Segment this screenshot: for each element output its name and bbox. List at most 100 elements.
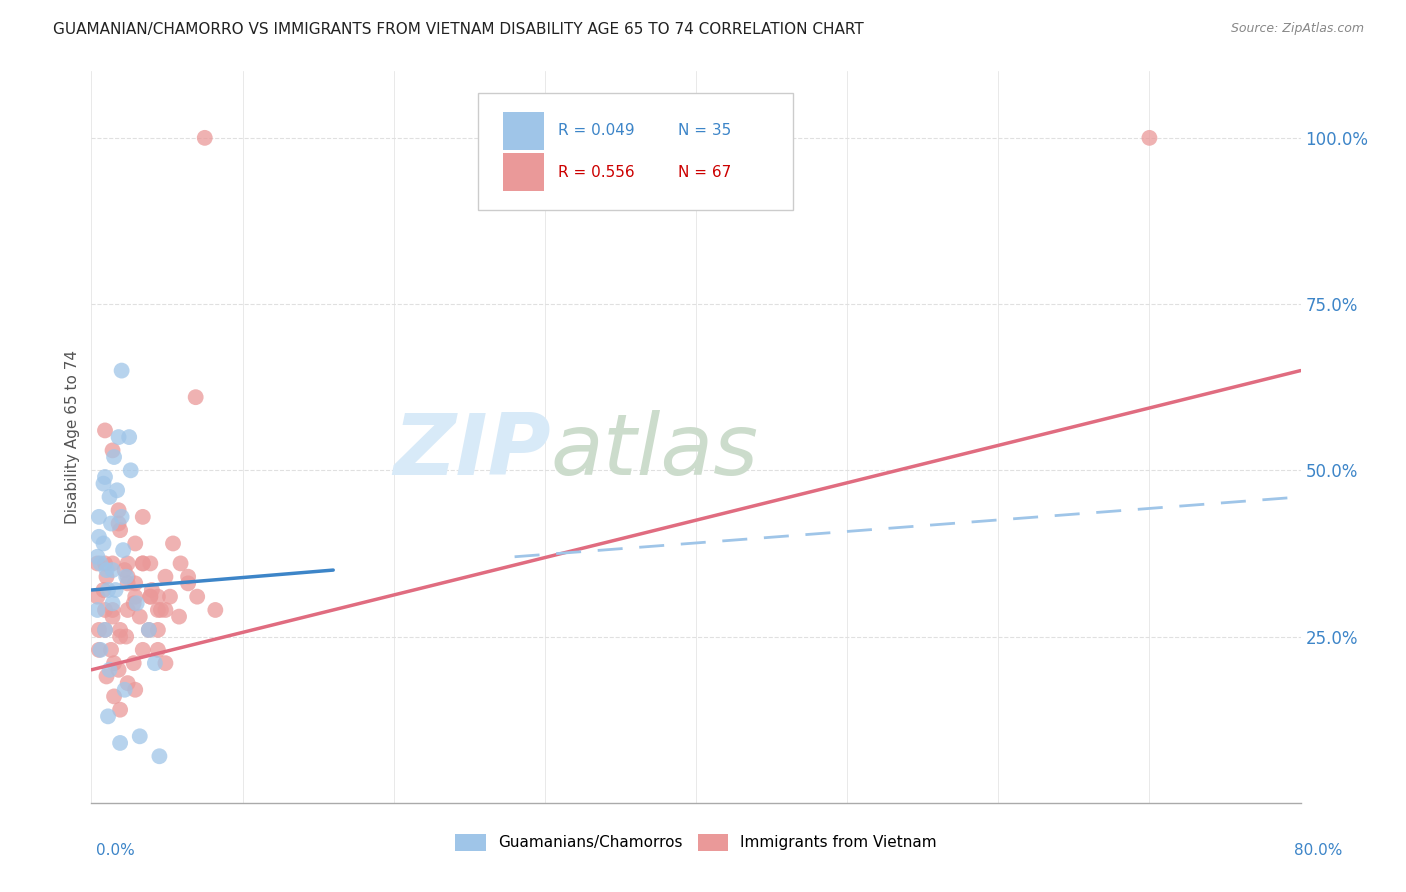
Point — [149, 603, 172, 617]
Point — [101, 603, 124, 617]
Text: Source: ZipAtlas.com: Source: ZipAtlas.com — [1230, 22, 1364, 36]
Point — [97, 582, 120, 597]
Point — [139, 590, 162, 604]
Text: R = 0.556: R = 0.556 — [558, 165, 634, 180]
Point — [96, 570, 118, 584]
Point — [124, 682, 146, 697]
Point — [117, 576, 139, 591]
Point — [100, 516, 122, 531]
Point — [115, 570, 138, 584]
Point — [89, 557, 111, 571]
FancyBboxPatch shape — [502, 112, 544, 150]
Point — [132, 557, 155, 571]
Point — [87, 509, 110, 524]
FancyBboxPatch shape — [478, 94, 793, 211]
Point — [89, 643, 111, 657]
Point — [108, 630, 131, 644]
Text: ZIP: ZIP — [394, 410, 551, 493]
Point — [167, 609, 190, 624]
Point — [1139, 131, 1161, 145]
Point — [100, 643, 122, 657]
Point — [86, 549, 108, 564]
Point — [120, 463, 142, 477]
Point — [111, 363, 132, 377]
FancyBboxPatch shape — [502, 153, 544, 191]
Point — [122, 596, 145, 610]
Point — [103, 450, 125, 464]
Point — [96, 669, 118, 683]
Point — [139, 590, 162, 604]
Point — [103, 690, 125, 704]
Point — [105, 483, 128, 498]
Point — [107, 503, 129, 517]
Point — [155, 603, 177, 617]
Point — [177, 576, 200, 591]
Point — [87, 643, 110, 657]
Point — [138, 623, 160, 637]
Point — [124, 536, 146, 550]
Point — [186, 590, 208, 604]
Point — [86, 557, 108, 571]
Point — [101, 557, 124, 571]
Point — [204, 603, 226, 617]
Point — [148, 749, 170, 764]
Point — [128, 609, 150, 624]
Point — [108, 703, 131, 717]
Point — [108, 736, 131, 750]
Text: N = 67: N = 67 — [678, 165, 731, 180]
Point — [87, 530, 110, 544]
Point — [118, 430, 141, 444]
Point — [93, 582, 115, 597]
Text: 0.0%: 0.0% — [96, 843, 135, 858]
Point — [108, 523, 131, 537]
Point — [115, 630, 138, 644]
Point — [143, 656, 166, 670]
Text: GUAMANIAN/CHAMORRO VS IMMIGRANTS FROM VIETNAM DISABILITY AGE 65 TO 74 CORRELATIO: GUAMANIAN/CHAMORRO VS IMMIGRANTS FROM VI… — [53, 22, 865, 37]
Point — [155, 656, 177, 670]
Point — [128, 729, 150, 743]
Text: atlas: atlas — [551, 410, 759, 493]
Point — [107, 663, 129, 677]
Point — [138, 623, 160, 637]
Point — [107, 430, 129, 444]
Point — [96, 563, 118, 577]
Point — [184, 390, 207, 404]
Point — [93, 536, 115, 550]
Point — [101, 596, 124, 610]
Point — [114, 563, 136, 577]
Point — [94, 424, 117, 438]
Point — [98, 663, 121, 677]
Point — [141, 582, 163, 597]
Point — [101, 609, 124, 624]
Point — [162, 536, 184, 550]
Point — [86, 590, 108, 604]
Point — [86, 603, 108, 617]
Point — [117, 570, 139, 584]
Point — [117, 676, 139, 690]
Point — [93, 476, 115, 491]
Point — [132, 643, 155, 657]
Point — [159, 590, 181, 604]
Text: R = 0.049: R = 0.049 — [558, 123, 634, 138]
Point — [114, 682, 136, 697]
Point — [124, 590, 146, 604]
Point — [117, 557, 139, 571]
Point — [155, 570, 177, 584]
Point — [112, 543, 135, 558]
Point — [146, 603, 169, 617]
Point — [194, 131, 217, 145]
Point — [101, 443, 124, 458]
Point — [98, 490, 121, 504]
Point — [146, 643, 169, 657]
Point — [108, 623, 131, 637]
Point — [87, 623, 110, 637]
Point — [104, 582, 127, 597]
Text: 80.0%: 80.0% — [1295, 843, 1343, 858]
Legend: Guamanians/Chamorros, Immigrants from Vietnam: Guamanians/Chamorros, Immigrants from Vi… — [449, 828, 943, 857]
Point — [132, 509, 155, 524]
Point — [125, 596, 148, 610]
Point — [94, 623, 117, 637]
Point — [177, 570, 200, 584]
Y-axis label: Disability Age 65 to 74: Disability Age 65 to 74 — [65, 350, 80, 524]
Point — [94, 603, 117, 617]
